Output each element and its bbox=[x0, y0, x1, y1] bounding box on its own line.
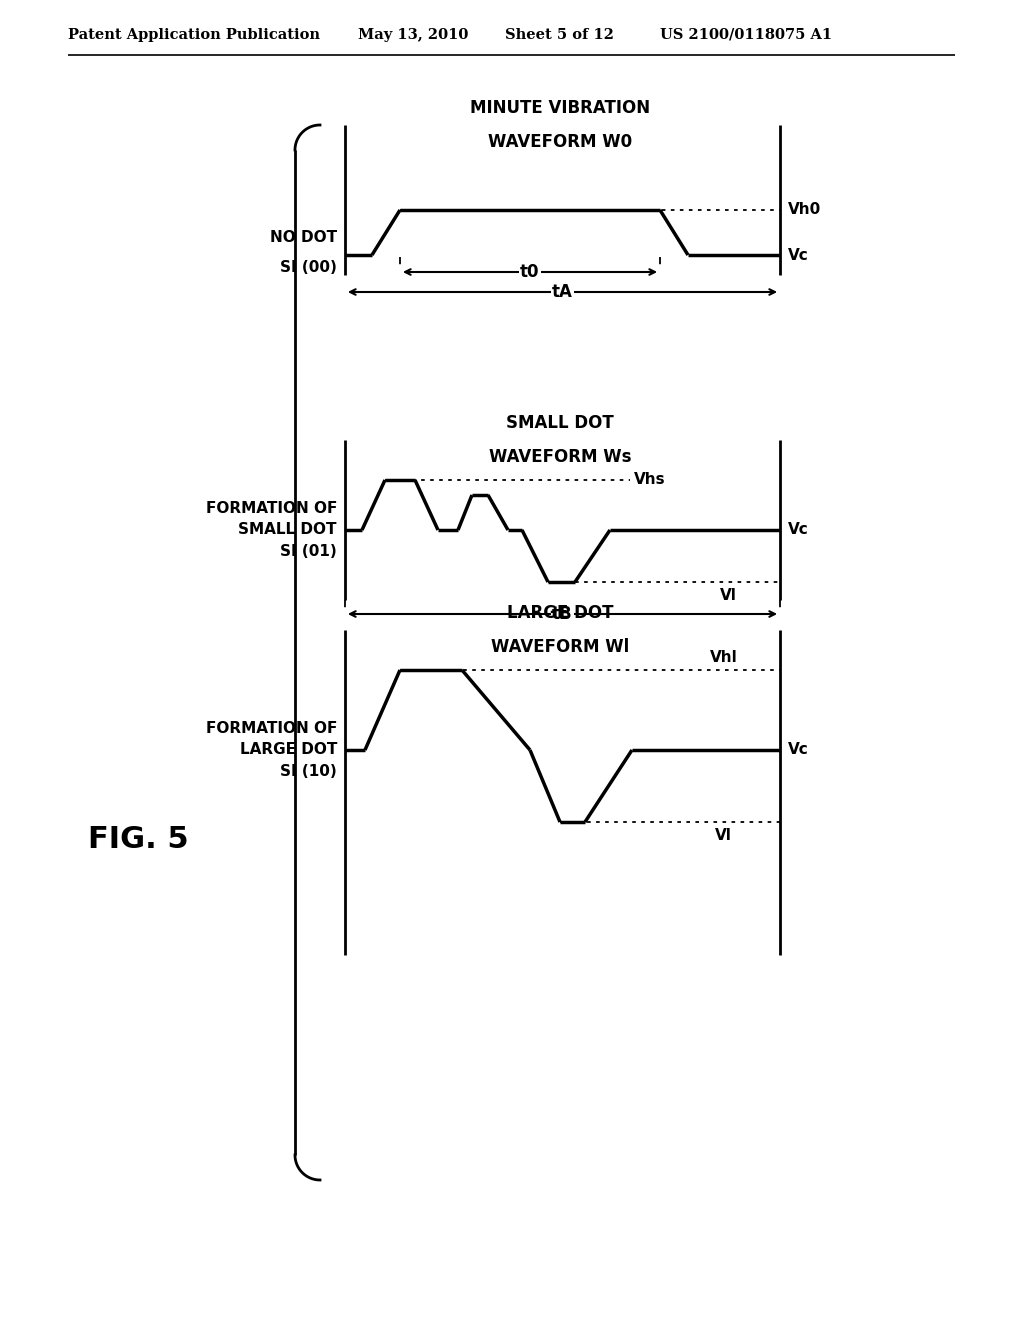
Text: Vc: Vc bbox=[788, 248, 809, 263]
Text: SI (00): SI (00) bbox=[281, 260, 337, 275]
Text: Vhs: Vhs bbox=[634, 473, 666, 487]
Text: Sheet 5 of 12: Sheet 5 of 12 bbox=[505, 28, 614, 42]
Text: tA: tA bbox=[552, 282, 573, 301]
Text: SI (01): SI (01) bbox=[281, 544, 337, 558]
Text: LARGE DOT: LARGE DOT bbox=[507, 605, 613, 622]
Text: SMALL DOT: SMALL DOT bbox=[506, 414, 613, 432]
Text: Vc: Vc bbox=[788, 523, 809, 537]
Text: SI (10): SI (10) bbox=[281, 764, 337, 779]
Text: SMALL DOT: SMALL DOT bbox=[239, 523, 337, 537]
Text: MINUTE VIBRATION: MINUTE VIBRATION bbox=[470, 99, 650, 117]
Text: WAVEFORM Ws: WAVEFORM Ws bbox=[488, 447, 631, 466]
Text: t0: t0 bbox=[520, 263, 540, 281]
Text: Vh0: Vh0 bbox=[788, 202, 821, 218]
Text: Patent Application Publication: Patent Application Publication bbox=[68, 28, 319, 42]
Text: NO DOT: NO DOT bbox=[270, 230, 337, 246]
Text: US 2100/0118075 A1: US 2100/0118075 A1 bbox=[660, 28, 833, 42]
Text: Vhl: Vhl bbox=[710, 649, 737, 665]
Text: WAVEFORM Wl: WAVEFORM Wl bbox=[490, 638, 629, 656]
Text: Vl: Vl bbox=[715, 829, 732, 843]
Text: FORMATION OF: FORMATION OF bbox=[206, 721, 337, 737]
Text: FORMATION OF: FORMATION OF bbox=[206, 502, 337, 516]
Text: Vc: Vc bbox=[788, 742, 809, 758]
Text: WAVEFORM W0: WAVEFORM W0 bbox=[488, 133, 632, 150]
Text: LARGE DOT: LARGE DOT bbox=[240, 742, 337, 758]
Text: tB: tB bbox=[552, 605, 572, 623]
Text: FIG. 5: FIG. 5 bbox=[88, 825, 188, 854]
Text: May 13, 2010: May 13, 2010 bbox=[358, 28, 468, 42]
Text: Vl: Vl bbox=[720, 589, 737, 603]
